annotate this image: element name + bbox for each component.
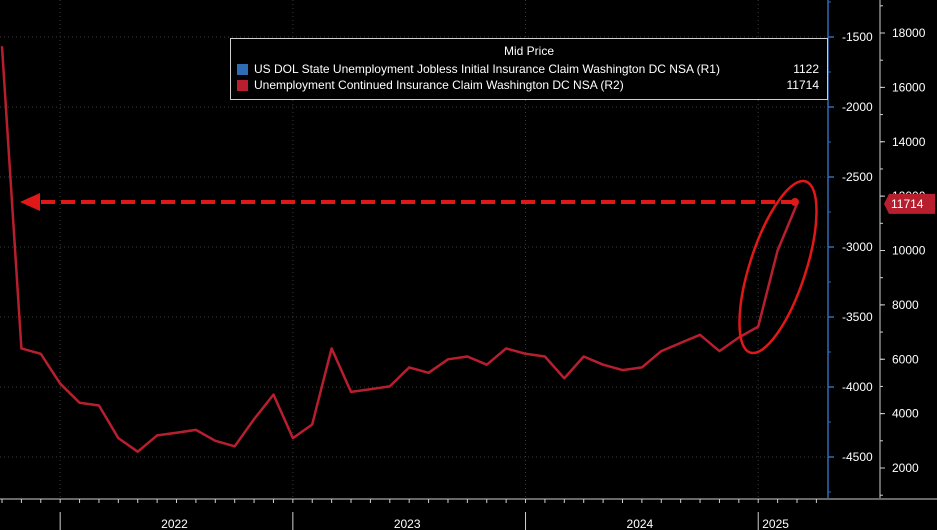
last-value-tag-bg [884,193,935,214]
data-point-2023-08 [427,372,430,374]
data-point-2022-04 [117,437,120,439]
legend-swatch-blue [237,64,248,75]
legend-entry-continued-claims: Unemployment Continued Insurance Claim W… [237,77,819,93]
year-label-2025: 2025 [762,517,789,530]
data-point-2023-09 [447,358,449,361]
data-point-2024-02 [544,355,546,358]
data-point-2021-12 [39,353,42,355]
r1-tick-label-3: -3000 [842,240,873,254]
r1-tick-label-5: -4000 [842,380,873,394]
r2-tick-label-2: 14000 [892,135,926,149]
data-point-2023-01 [292,437,294,439]
data-point-2023-02 [311,423,314,426]
data-point-2023-04 [350,391,352,393]
data-point-2024-10 [699,333,701,336]
data-point-2022-02 [78,401,81,404]
data-point-2022-11 [253,418,255,420]
r1-tick-label-0: -1500 [842,30,873,44]
data-point-2024-01 [524,353,527,355]
series-line-continued-claims [0,46,799,453]
r2-tick-label-4: 10000 [892,244,926,258]
data-point-2022-08 [195,429,197,431]
data-point-2022-10 [233,445,236,448]
r1-tick-label-6: -4500 [842,450,873,464]
data-point-2024-08 [660,350,663,352]
data-point-2022-09 [214,440,217,442]
r2-tick-label-1: 16000 [892,80,926,94]
data-point-2024-03 [563,377,566,380]
legend-box: Mid Price US DOL State Unemployment Jobl… [230,38,828,100]
data-point-2025-01 [757,325,760,328]
data-point-2024-07 [641,366,643,369]
annotation-circle [738,179,818,355]
data-point-2024-12 [738,336,740,339]
data-point-2023-03 [330,347,333,350]
r1-tick-label-2: -2500 [842,170,873,184]
data-point-2023-05 [369,388,372,390]
year-label-2023: 2023 [394,517,421,530]
data-point-2024-09 [679,342,682,344]
legend-value-continued-claims: 11714 [786,78,819,92]
data-point-2022-07 [175,431,178,434]
r1-tick-label-4: -3500 [842,310,873,324]
r2-tick-label-7: 4000 [892,407,919,421]
data-point-2025-02 [776,249,779,252]
year-label-2022: 2022 [161,517,188,530]
data-point-2022-01 [59,382,61,385]
data-point-2023-11 [485,363,488,366]
data-point-2023-12 [505,347,507,350]
data-point-2023-10 [466,355,469,358]
r2-tick-label-0: 18000 [892,26,926,40]
data-point-2021-10 [1,45,3,48]
legend-label-continued-claims: Unemployment Continued Insurance Claim W… [254,78,624,92]
legend-label-initial-claims: US DOL State Unemployment Jobless Initia… [254,62,720,76]
data-point-2024-06 [621,369,624,371]
annotation-arrow-origin-dot [791,198,799,206]
r2-tick-label-5: 8000 [892,298,919,312]
year-label-2024: 2024 [627,517,654,530]
last-value-tag: 11714 [891,197,924,211]
r2-tick-label-6: 6000 [892,352,919,366]
data-point-2022-03 [98,404,100,407]
data-point-2024-04 [582,355,585,358]
r2-tick-label-8: 2000 [892,461,919,475]
data-point-2024-11 [718,350,721,352]
data-point-2023-07 [408,366,410,369]
data-point-2022-06 [156,434,158,437]
data-point-2021-11 [20,347,23,350]
legend-title: Mid Price [503,44,554,58]
data-point-2024-05 [602,363,604,366]
r1-tick-label-1: -2000 [842,100,873,114]
legend-swatch-red [237,80,248,91]
legend-entry-initial-claims: US DOL State Unemployment Jobless Initia… [237,61,819,77]
data-point-2023-06 [389,385,391,388]
data-point-2022-12 [272,393,275,396]
annotation-arrowhead [20,193,40,211]
data-point-2022-05 [136,450,139,453]
legend-value-initial-claims: 1122 [793,62,819,76]
